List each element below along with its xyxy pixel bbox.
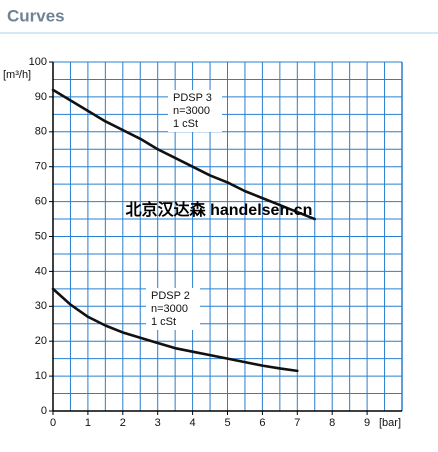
y-tick-label: 0 bbox=[41, 405, 47, 417]
y-tick-label: 50 bbox=[35, 230, 47, 242]
series-note: 1 cSt bbox=[173, 118, 198, 130]
x-tick-label: 1 bbox=[85, 417, 91, 429]
label-bg bbox=[168, 90, 222, 132]
x-axis-label: [bar] bbox=[379, 417, 401, 429]
x-tick-label: 8 bbox=[329, 417, 335, 429]
label-bg bbox=[146, 288, 200, 330]
series-note: 1 cSt bbox=[151, 316, 176, 328]
y-tick-label: 80 bbox=[35, 126, 47, 138]
y-tick-label: 70 bbox=[35, 161, 47, 173]
y-tick-label: 10 bbox=[35, 370, 47, 382]
series-name: PDSP 2 bbox=[151, 290, 190, 302]
series-note: n=3000 bbox=[151, 303, 188, 315]
x-tick-label: 4 bbox=[190, 417, 196, 429]
x-tick-label: 9 bbox=[364, 417, 370, 429]
x-tick-label: 0 bbox=[50, 417, 56, 429]
marks bbox=[51, 88, 317, 373]
x-tick-label: 6 bbox=[259, 417, 265, 429]
curve bbox=[51, 287, 299, 373]
labels: 0 10 20 30 40 50 60 70 80 90 100 0 1 2 3 4 5 6 7 8 9 [bar] [m³… bbox=[3, 56, 401, 429]
series-note: n=3000 bbox=[173, 105, 210, 117]
y-tick-label: 90 bbox=[35, 91, 47, 103]
series-name: PDSP 3 bbox=[173, 92, 212, 104]
y-tick-label: 40 bbox=[35, 265, 47, 277]
y-tick-label: 60 bbox=[35, 196, 47, 208]
x-tick-label: 5 bbox=[224, 417, 230, 429]
chart-title: Curves bbox=[7, 6, 65, 25]
y-axis-label: [m³/h] bbox=[3, 69, 31, 81]
x-tick-label: 3 bbox=[155, 417, 161, 429]
watermark: 北京汉达森 handelsen.cn bbox=[126, 200, 313, 219]
y-tick-label: 100 bbox=[29, 56, 47, 68]
y-tick-label: 30 bbox=[35, 300, 47, 312]
x-tick-label: 7 bbox=[294, 417, 300, 429]
x-tick-label: 2 bbox=[120, 417, 126, 429]
y-tick-label: 20 bbox=[35, 335, 47, 347]
curve bbox=[51, 88, 317, 221]
